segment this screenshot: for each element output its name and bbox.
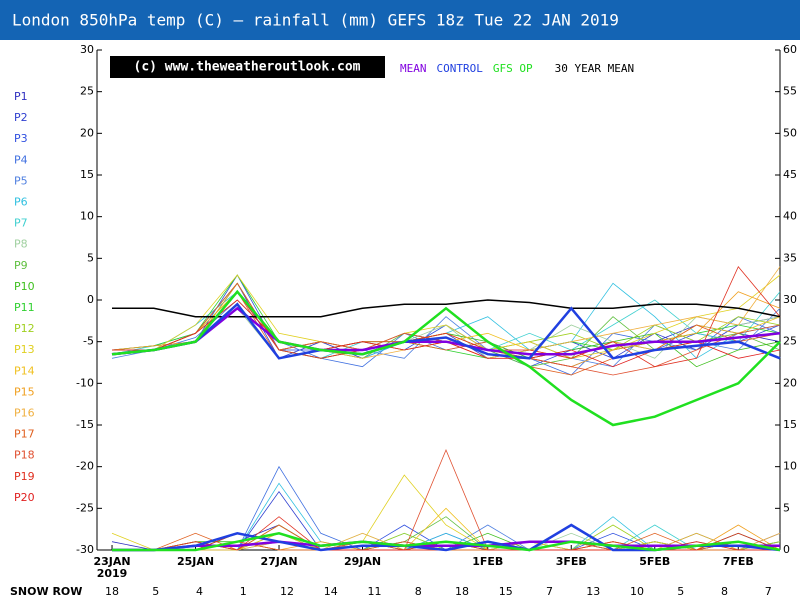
y2-tick-label: 35 [783,251,797,264]
legend-entry: P9 [14,259,28,272]
y-tick-label: -20 [76,460,94,473]
rain-line [112,540,780,552]
y2-tick-label: 25 [783,335,797,348]
temp-line [111,289,781,427]
y2-tick-label: 5 [783,501,790,514]
legend-entry: P8 [14,238,28,251]
x-tick-label: 23JAN [93,555,130,568]
y2-tick-label: 20 [783,376,797,389]
x-tick-label: 3FEB [556,555,587,568]
rain-line [112,448,781,551]
snow-row-value: 1 [240,585,247,598]
snow-row-value: 13 [586,585,600,598]
snow-row-value: 5 [152,585,159,598]
legend-entry: P5 [14,174,28,187]
y-tick-label: -25 [76,501,94,514]
snow-row-value: 14 [324,585,338,598]
y2-tick-label: 30 [783,293,797,306]
legend-entry: 30 YEAR MEAN [555,62,634,75]
y-tick-label: 5 [87,251,94,264]
temp-line [111,306,781,356]
legend-entry: P19 [14,470,35,483]
legend-entry: CONTROL [437,62,484,75]
snow-row-value: 18 [455,585,469,598]
y2-tick-label: 60 [783,43,797,56]
snow-row-value: 10 [630,585,644,598]
y-tick-label: 10 [80,210,94,223]
y-tick-label: 15 [80,168,94,181]
legend-entry: P11 [14,301,35,314]
snow-row-value: 5 [677,585,684,598]
y2-tick-label: 0 [783,543,790,556]
rain-line [111,474,780,551]
legend-entry: P12 [14,322,35,335]
legend-entry: MEAN [400,62,427,75]
rain-line [112,532,781,552]
legend-entry: P4 [14,153,28,166]
y-tick-label: 30 [80,43,94,56]
x-tick-label: 29JAN [344,555,381,568]
legend-entry: P2 [14,111,28,124]
x-tick-label: 27JAN [260,555,297,568]
y-tick-label: -15 [76,418,94,431]
legend-entry: P18 [14,449,35,462]
x-tick-label: 5FEB [639,555,670,568]
y2-tick-label: 10 [783,460,797,473]
legend-entry: P3 [14,132,28,145]
temp-line [111,274,781,359]
watermark-box [110,56,385,78]
y-tick-label: -30 [76,543,94,556]
y2-tick-label: 15 [783,418,797,431]
snow-row-value: 12 [280,585,294,598]
x-tick-label: 7FEB [723,555,754,568]
legend-entry: P14 [14,364,35,377]
legend-entry: P7 [14,217,28,230]
legend-entry: P6 [14,196,28,209]
snow-row-value: 18 [105,585,119,598]
x-year-label: 2019 [97,567,128,580]
snow-row-value: 8 [415,585,422,598]
legend-entry: P16 [14,407,35,420]
y-tick-label: 20 [80,126,94,139]
snow-row-label: SNOW ROW [10,585,82,598]
y2-tick-label: 50 [783,126,797,139]
chart-title: London 850hPa temp (C) — rainfall (mm) G… [12,11,619,30]
title-bar [0,0,800,40]
snow-row-value: 8 [721,585,728,598]
snow-row-value: 15 [499,585,513,598]
snow-row-value: 7 [765,585,772,598]
temp-line [111,302,781,360]
x-tick-label: 1FEB [472,555,503,568]
legend-entry: P20 [14,491,35,504]
temp-line [111,266,781,359]
legend-entry: GFS OP [493,62,533,75]
legend-entry: P10 [14,280,35,293]
x-tick-label: 25JAN [177,555,214,568]
y2-tick-label: 40 [783,210,797,223]
y-tick-label: 25 [80,85,94,98]
y2-tick-label: 55 [783,85,797,98]
y2-tick-label: 45 [783,168,797,181]
legend-entry: P17 [14,428,35,441]
y-tick-label: 0 [87,293,94,306]
legend-entry: P1 [14,90,28,103]
watermark: (c) www.theweatheroutlook.com [134,60,361,75]
snow-row-value: 11 [368,585,382,598]
snow-row-value: 4 [196,585,203,598]
legend-entry: P15 [14,385,35,398]
y-tick-label: -10 [76,376,94,389]
legend-entry: P13 [14,343,35,356]
snow-row-value: 7 [546,585,553,598]
y-tick-label: -5 [83,335,94,348]
